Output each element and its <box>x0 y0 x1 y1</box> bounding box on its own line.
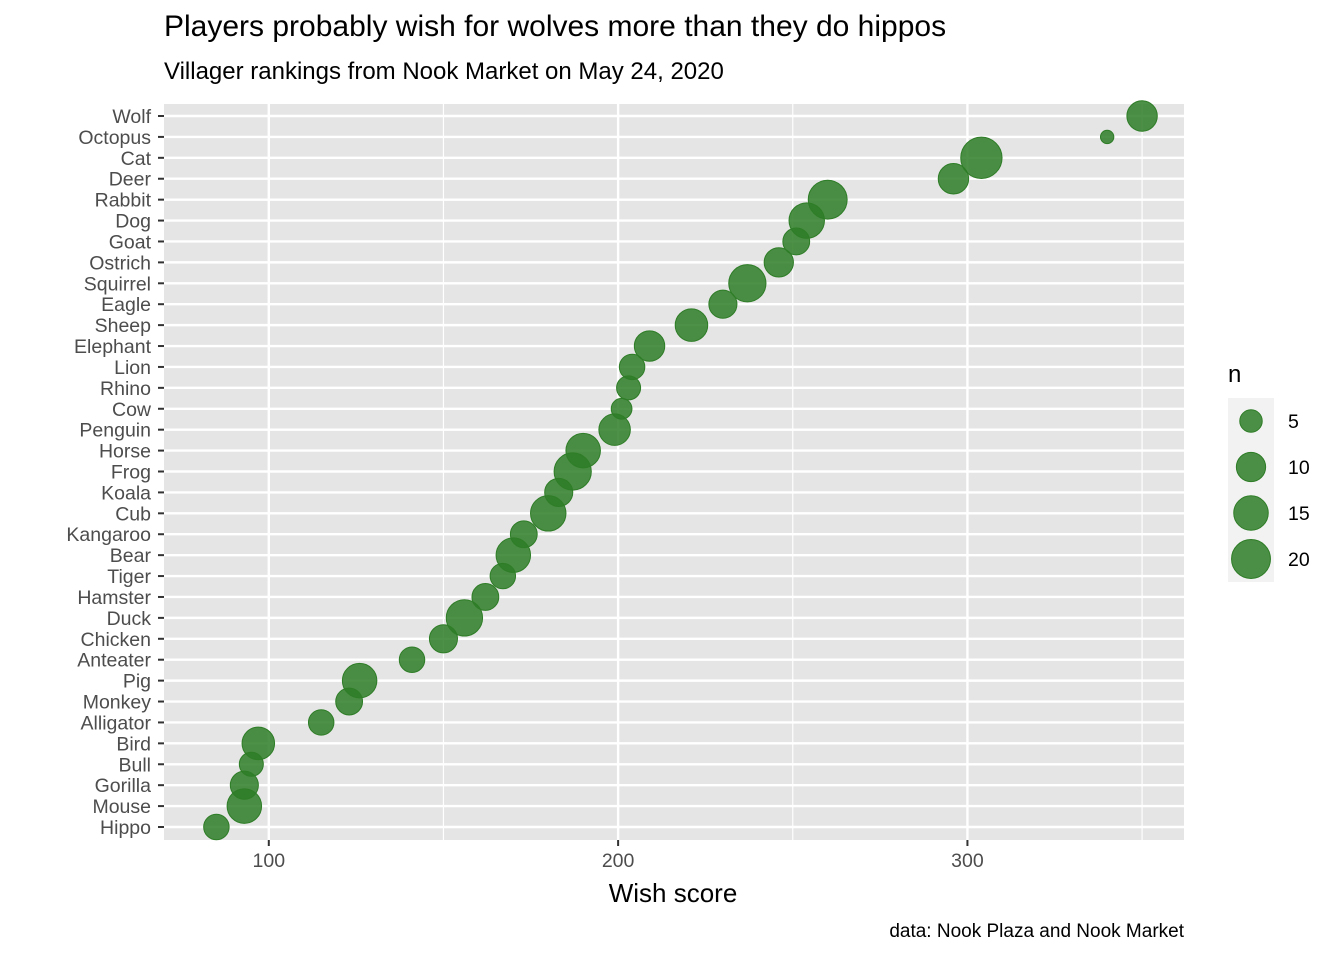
legend-label: 5 <box>1288 411 1299 433</box>
y-tick-label: Elephant <box>74 336 152 358</box>
chart-subtitle: Villager rankings from Nook Market on Ma… <box>164 58 724 85</box>
point-elephant <box>633 330 666 362</box>
legend-label: 10 <box>1288 457 1310 479</box>
y-tick-label: Gorilla <box>95 775 152 797</box>
point-sheep <box>674 308 709 342</box>
y-tick-label: Chicken <box>81 629 151 651</box>
legend-key-20 <box>1231 539 1271 579</box>
point-hamster <box>471 583 500 611</box>
legend-label: 15 <box>1288 503 1310 525</box>
point-hippo <box>203 813 230 841</box>
x-tick-label: 100 <box>253 850 286 872</box>
y-tick-label: Koala <box>101 482 151 504</box>
y-tick-label: Duck <box>107 608 152 630</box>
point-kangaroo <box>509 520 538 549</box>
x-axis-label: Wish score <box>609 878 738 908</box>
y-tick-label: Penguin <box>79 420 151 442</box>
y-tick-label: Goat <box>109 231 152 253</box>
y-tick-label: Mouse <box>92 796 151 818</box>
y-tick-label: Dog <box>115 211 151 233</box>
point-pig <box>341 662 378 699</box>
y-tick-label: Tiger <box>107 566 151 588</box>
y-tick-label: Horse <box>99 441 151 463</box>
point-wolf <box>1126 100 1158 132</box>
y-tick-label: Bull <box>118 754 151 776</box>
point-duck <box>445 599 484 637</box>
legend-key-10 <box>1235 451 1267 483</box>
y-tick-label: Wolf <box>112 106 151 128</box>
y-tick-label: Monkey <box>83 692 152 714</box>
point-deer <box>937 163 970 195</box>
y-tick-label: Eagle <box>101 294 151 316</box>
y-tick-label: Bird <box>116 733 151 755</box>
y-tick-label: Alligator <box>81 712 152 734</box>
y-tick-label: Sheep <box>95 315 152 337</box>
x-tick-label: 300 <box>951 850 984 872</box>
point-alligator <box>307 709 335 736</box>
point-cow <box>610 397 633 420</box>
y-tick-label: Lion <box>114 357 151 379</box>
point-bird <box>241 726 276 761</box>
legend-title: n <box>1228 361 1241 388</box>
y-tick-label: Hamster <box>77 587 151 609</box>
point-eagle <box>708 289 738 319</box>
y-tick-label: Anteater <box>77 650 151 672</box>
y-tick-label: Frog <box>111 462 151 484</box>
point-chicken <box>428 624 458 654</box>
point-ostrich <box>763 247 794 278</box>
point-anteater <box>398 646 426 673</box>
point-rabbit <box>807 179 848 220</box>
point-squirrel <box>728 264 767 303</box>
y-tick-label: Rabbit <box>95 190 152 212</box>
y-tick-label: Octopus <box>78 127 151 149</box>
point-cat <box>960 136 1003 179</box>
y-tick-label: Pig <box>123 671 151 693</box>
point-horse <box>565 432 601 469</box>
y-tick-label: Deer <box>109 169 152 191</box>
y-tick-label: Cat <box>121 148 152 170</box>
y-tick-label: Kangaroo <box>66 524 151 546</box>
point-lion <box>618 353 646 381</box>
y-tick-label: Cow <box>112 399 152 421</box>
legend-key-5 <box>1239 409 1263 433</box>
chart-caption: data: Nook Plaza and Nook Market <box>889 921 1184 942</box>
y-tick-label: Hippo <box>100 817 151 839</box>
legend-label: 20 <box>1288 549 1310 571</box>
y-tick-label: Ostrich <box>89 252 151 274</box>
legend-key-15 <box>1233 495 1269 531</box>
chart-title: Players probably wish for wolves more th… <box>164 10 947 43</box>
y-tick-label: Bear <box>110 545 152 567</box>
x-tick-label: 200 <box>602 850 635 872</box>
y-tick-label: Rhino <box>100 378 151 400</box>
point-octopus <box>1099 129 1115 145</box>
y-tick-label: Squirrel <box>84 273 151 295</box>
y-tick-label: Cub <box>115 503 151 525</box>
